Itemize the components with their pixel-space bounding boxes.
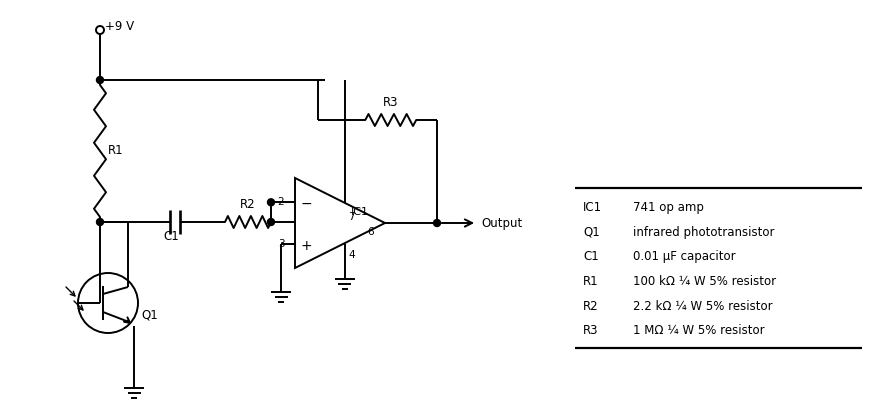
Text: R1: R1 [583,275,598,288]
Circle shape [267,199,274,206]
Text: 3: 3 [278,239,285,249]
Text: 2: 2 [278,197,285,207]
Text: infrared phototransistor: infrared phototransistor [633,226,774,239]
Text: −: − [301,197,313,211]
Text: 1 MΩ ¼ W 5% resistor: 1 MΩ ¼ W 5% resistor [633,324,765,337]
Text: 100 kΩ ¼ W 5% resistor: 100 kΩ ¼ W 5% resistor [633,275,776,288]
Text: Q1: Q1 [583,226,600,239]
Text: R3: R3 [583,324,598,337]
Text: 6: 6 [368,227,374,237]
Text: Q1: Q1 [141,309,158,321]
Text: Output: Output [481,216,522,229]
Text: 2.2 kΩ ¼ W 5% resistor: 2.2 kΩ ¼ W 5% resistor [633,300,773,313]
Text: +9 V: +9 V [105,19,134,33]
Text: C1: C1 [583,250,599,263]
Text: 7: 7 [349,212,355,222]
Text: +: + [301,239,313,253]
Text: 741 op amp: 741 op amp [633,201,704,214]
Circle shape [96,218,103,225]
Text: IC1: IC1 [350,207,369,217]
Circle shape [434,220,441,227]
Text: IC1: IC1 [583,201,602,214]
Text: 0.01 μF capacitor: 0.01 μF capacitor [633,250,736,263]
Text: C1: C1 [163,230,179,243]
Text: R2: R2 [583,300,598,313]
Circle shape [96,77,103,84]
Text: R2: R2 [240,198,256,211]
Circle shape [267,218,274,225]
Text: 4: 4 [349,250,355,260]
Text: R3: R3 [383,96,399,109]
Text: R1: R1 [108,145,124,157]
